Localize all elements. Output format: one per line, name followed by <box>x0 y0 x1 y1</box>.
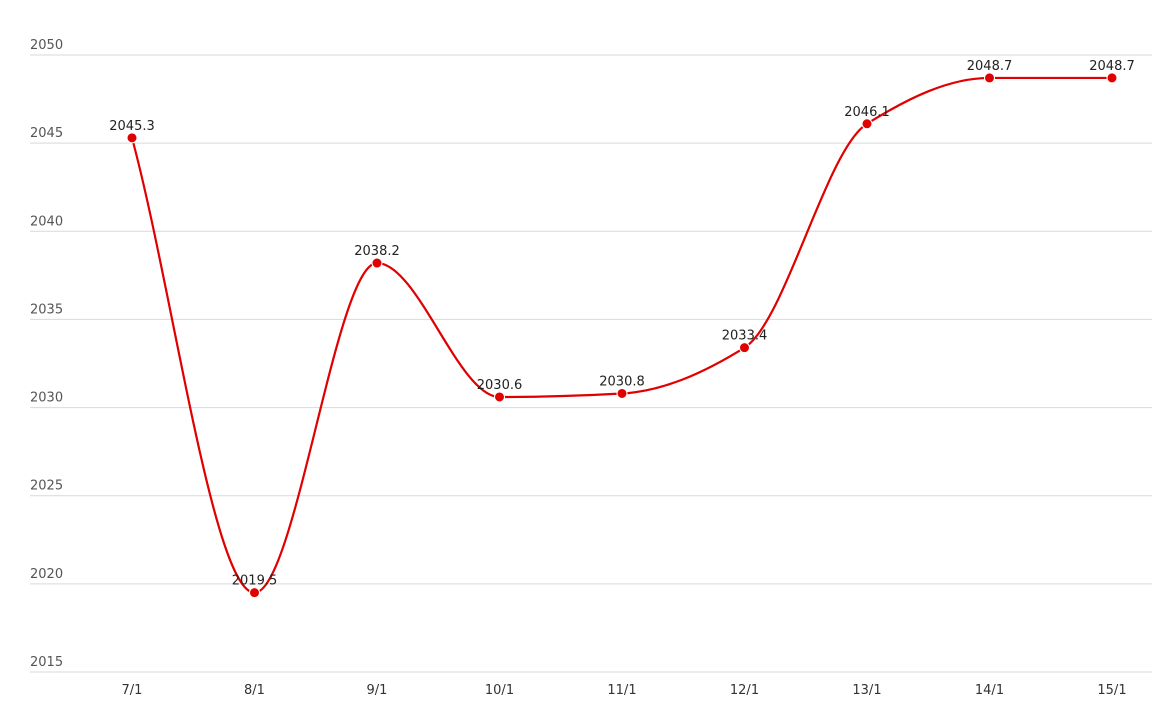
y-tick-label: 2040 <box>30 214 63 229</box>
point <box>616 387 628 399</box>
x-tick-label: 7/1 <box>122 683 143 698</box>
data-label: 2048.7 <box>1089 59 1135 74</box>
y-tick-label: 2030 <box>30 391 63 406</box>
x-tick-label: 10/1 <box>485 683 514 698</box>
y-tick-label: 2050 <box>30 38 63 53</box>
data-label: 2030.8 <box>599 374 645 389</box>
point <box>371 257 383 269</box>
point <box>494 391 505 403</box>
y-tick-label: 2035 <box>30 302 63 317</box>
x-tick-label: 8/1 <box>244 683 265 698</box>
line <box>130 76 1112 594</box>
point <box>126 132 138 144</box>
x-tick-label: 14/1 <box>975 683 1004 698</box>
data-label: 2038.2 <box>354 244 400 259</box>
y-tick-label: 2020 <box>30 567 63 582</box>
point <box>249 587 260 599</box>
point <box>1106 72 1118 84</box>
y-tick-label: 2025 <box>30 479 63 494</box>
data-label: 2030.6 <box>477 378 523 393</box>
data-label: 2019.5 <box>232 574 278 589</box>
y-tick-label: 2045 <box>30 126 63 141</box>
x-tick-label: 11/1 <box>607 683 636 698</box>
point <box>739 342 750 354</box>
data-label: 2046.1 <box>844 105 890 120</box>
point <box>984 72 995 84</box>
x-tick-label: 15/1 <box>1097 683 1126 698</box>
data-label: 2033.4 <box>722 329 768 344</box>
x-tick-label: 12/1 <box>730 683 759 698</box>
data-label: 2048.7 <box>967 59 1013 74</box>
data-label: 2045.3 <box>109 119 155 134</box>
x-tick-label: 13/1 <box>852 683 881 698</box>
x-tick-label: 9/1 <box>367 683 388 698</box>
y-tick-label: 2015 <box>30 655 63 670</box>
point <box>861 118 873 130</box>
